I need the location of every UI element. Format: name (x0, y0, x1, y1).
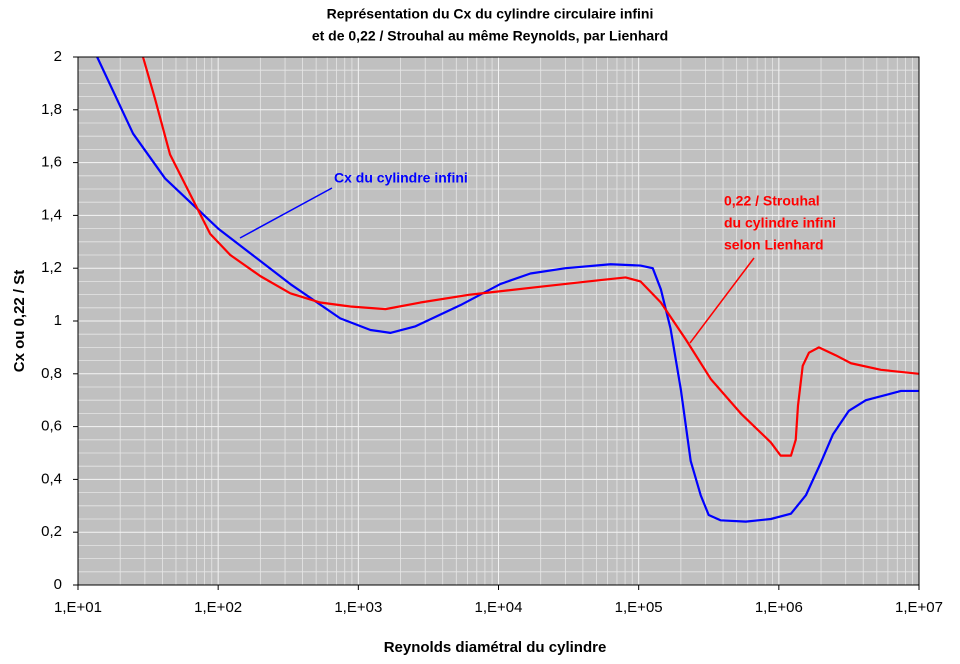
x-tick-label: 1,E+07 (895, 599, 943, 616)
y-tick-label: 1,6 (41, 154, 62, 171)
y-tick-label: 0,8 (41, 365, 62, 382)
leader-line (689, 257, 755, 344)
chart-title: Représentation du Cx du cylindre circula… (327, 6, 654, 22)
x-tick-label: 1,E+05 (615, 599, 663, 616)
y-tick-label: 0,2 (41, 523, 62, 540)
grid (77, 56, 920, 586)
series-line (96, 56, 919, 523)
x-tick-label: 1,E+06 (755, 599, 803, 616)
y-tick-label: 1 (54, 312, 62, 329)
x-axis-title: Reynolds diamétral du cylindre (384, 639, 607, 656)
series-layer (96, 56, 920, 523)
series-label: selon Lienhard (724, 237, 824, 253)
y-tick-label: 1,2 (41, 259, 62, 276)
series-label: du cylindre infini (724, 215, 836, 231)
series-label: 0,22 / Strouhal (724, 193, 820, 209)
x-tick-label: 1,E+02 (194, 599, 242, 616)
y-tick-label: 0,6 (41, 418, 62, 435)
series-label: Cx du cylindre infini (334, 170, 468, 186)
x-tick-label: 1,E+04 (475, 599, 523, 616)
x-tick-label: 1,E+01 (54, 599, 102, 616)
y-tick-label: 1,8 (41, 101, 62, 118)
y-tick-label: 1,4 (41, 206, 62, 223)
y-axis-title: Cx ou 0,22 / St (11, 270, 28, 373)
labels: 0 0,2 0,4 0,6 0,8 1 1,2 1,4 1,6 1,8 2 1,E+01 1,E+02 1… (41, 48, 943, 616)
series-line (141, 56, 920, 457)
y-tick-label: 0 (54, 576, 62, 593)
chart-title: et de 0,22 / Strouhal au même Reynolds, … (312, 28, 668, 44)
leader-line (239, 187, 333, 239)
x-tick-label: 1,E+03 (334, 599, 382, 616)
y-tick-label: 0,4 (41, 470, 62, 487)
y-tick-label: 2 (54, 48, 62, 65)
